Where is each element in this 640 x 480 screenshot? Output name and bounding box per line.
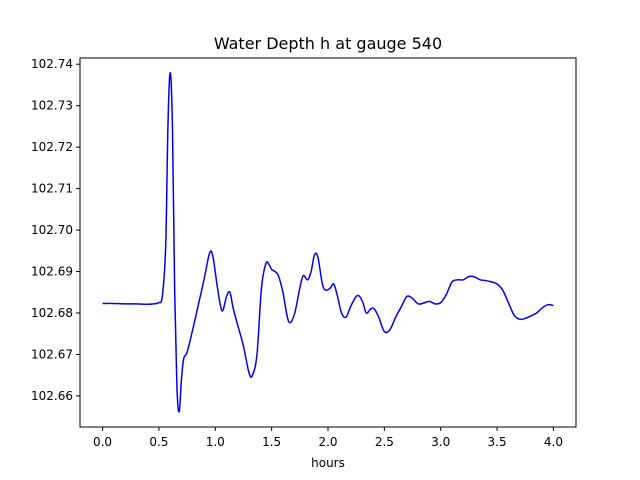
x-tick-label: 2.0 [318, 435, 337, 449]
y-tick-label: 102.71 [31, 182, 73, 196]
y-tick-label: 102.66 [31, 389, 73, 403]
y-tick-label: 102.67 [31, 347, 73, 361]
x-axis-label: hours [311, 456, 345, 470]
y-tick-label: 102.72 [31, 140, 73, 154]
x-tick-label: 4.0 [544, 435, 563, 449]
x-axis: 0.0 0.5 1.0 1.5 2.0 2.5 3.0 3.5 4.0 [93, 427, 563, 449]
x-tick-label: 3.0 [431, 435, 450, 449]
x-tick-label: 0.5 [149, 435, 168, 449]
y-tick-label: 102.68 [31, 306, 73, 320]
x-tick-label: 0.0 [93, 435, 112, 449]
y-tick-label: 102.70 [31, 223, 73, 237]
series-layer [102, 71, 554, 413]
x-tick-label: 1.5 [262, 435, 281, 449]
y-tick-label: 102.74 [31, 57, 73, 71]
x-tick-label: 3.5 [488, 435, 507, 449]
chart-title: Water Depth h at gauge 540 [214, 34, 442, 53]
series-line-0 [102, 71, 554, 413]
y-axis: 102.66 102.67 102.68 102.69 102.70 102.71 102.… [31, 57, 80, 403]
y-tick-label: 102.69 [31, 265, 73, 279]
y-tick-label: 102.73 [31, 99, 73, 113]
x-tick-label: 2.5 [375, 435, 394, 449]
x-tick-label: 1.0 [206, 435, 225, 449]
